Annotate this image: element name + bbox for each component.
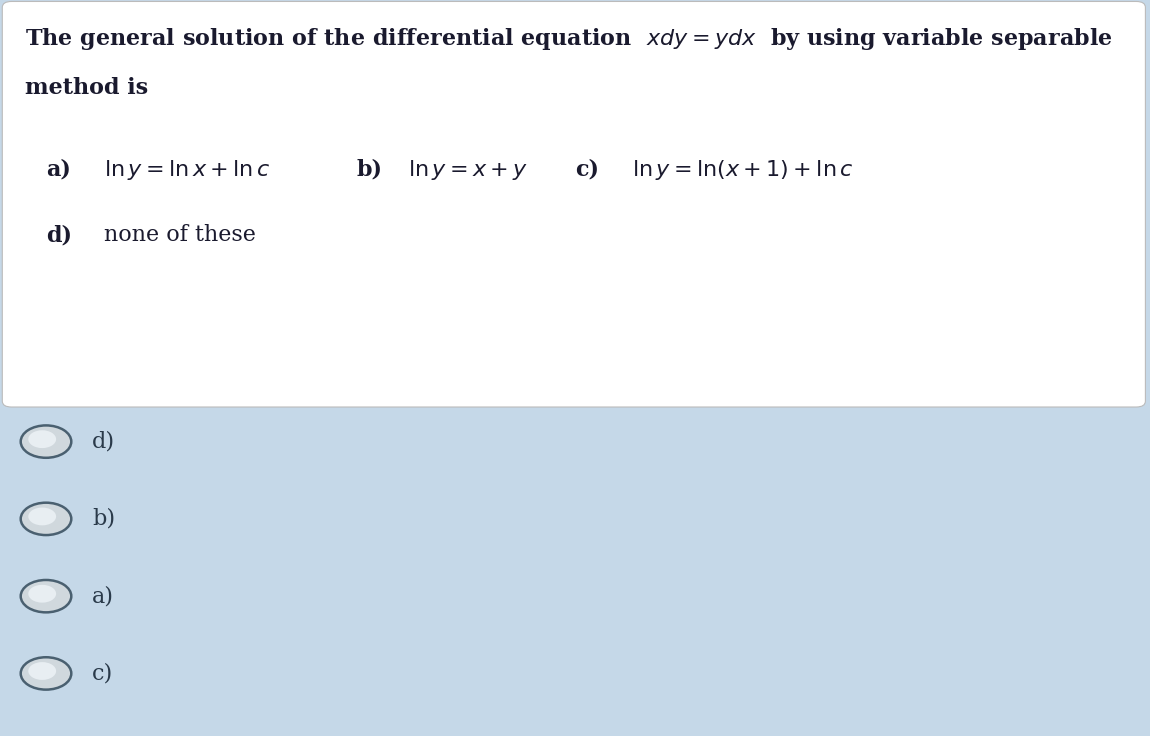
Text: $\mathrm{ln}\, y = \mathrm{ln}\, x + \mathrm{ln}\, c$: $\mathrm{ln}\, y = \mathrm{ln}\, x + \ma…: [104, 158, 270, 183]
Text: method is: method is: [25, 77, 148, 99]
FancyBboxPatch shape: [2, 1, 1145, 407]
Text: $\mathrm{ln}\, y = \mathrm{ln}(x+1) + \mathrm{ln}\, c$: $\mathrm{ln}\, y = \mathrm{ln}(x+1) + \m…: [632, 158, 854, 183]
Circle shape: [21, 580, 71, 612]
Circle shape: [29, 585, 56, 603]
Text: none of these: none of these: [104, 224, 255, 247]
Text: The general solution of the differential equation  $xdy = ydx$  by using variabl: The general solution of the differential…: [25, 26, 1113, 52]
Circle shape: [29, 662, 56, 680]
Text: c): c): [575, 158, 599, 180]
Circle shape: [29, 508, 56, 526]
Text: d): d): [92, 431, 115, 453]
Text: d): d): [46, 224, 72, 247]
Text: b): b): [356, 158, 383, 180]
Text: $\mathrm{ln}\, y = x + y$: $\mathrm{ln}\, y = x + y$: [408, 158, 529, 183]
Text: a): a): [46, 158, 71, 180]
Text: a): a): [92, 585, 114, 607]
Circle shape: [21, 503, 71, 535]
Text: b): b): [92, 508, 115, 530]
Circle shape: [21, 657, 71, 690]
Circle shape: [29, 431, 56, 448]
Text: c): c): [92, 662, 113, 684]
Circle shape: [21, 425, 71, 458]
